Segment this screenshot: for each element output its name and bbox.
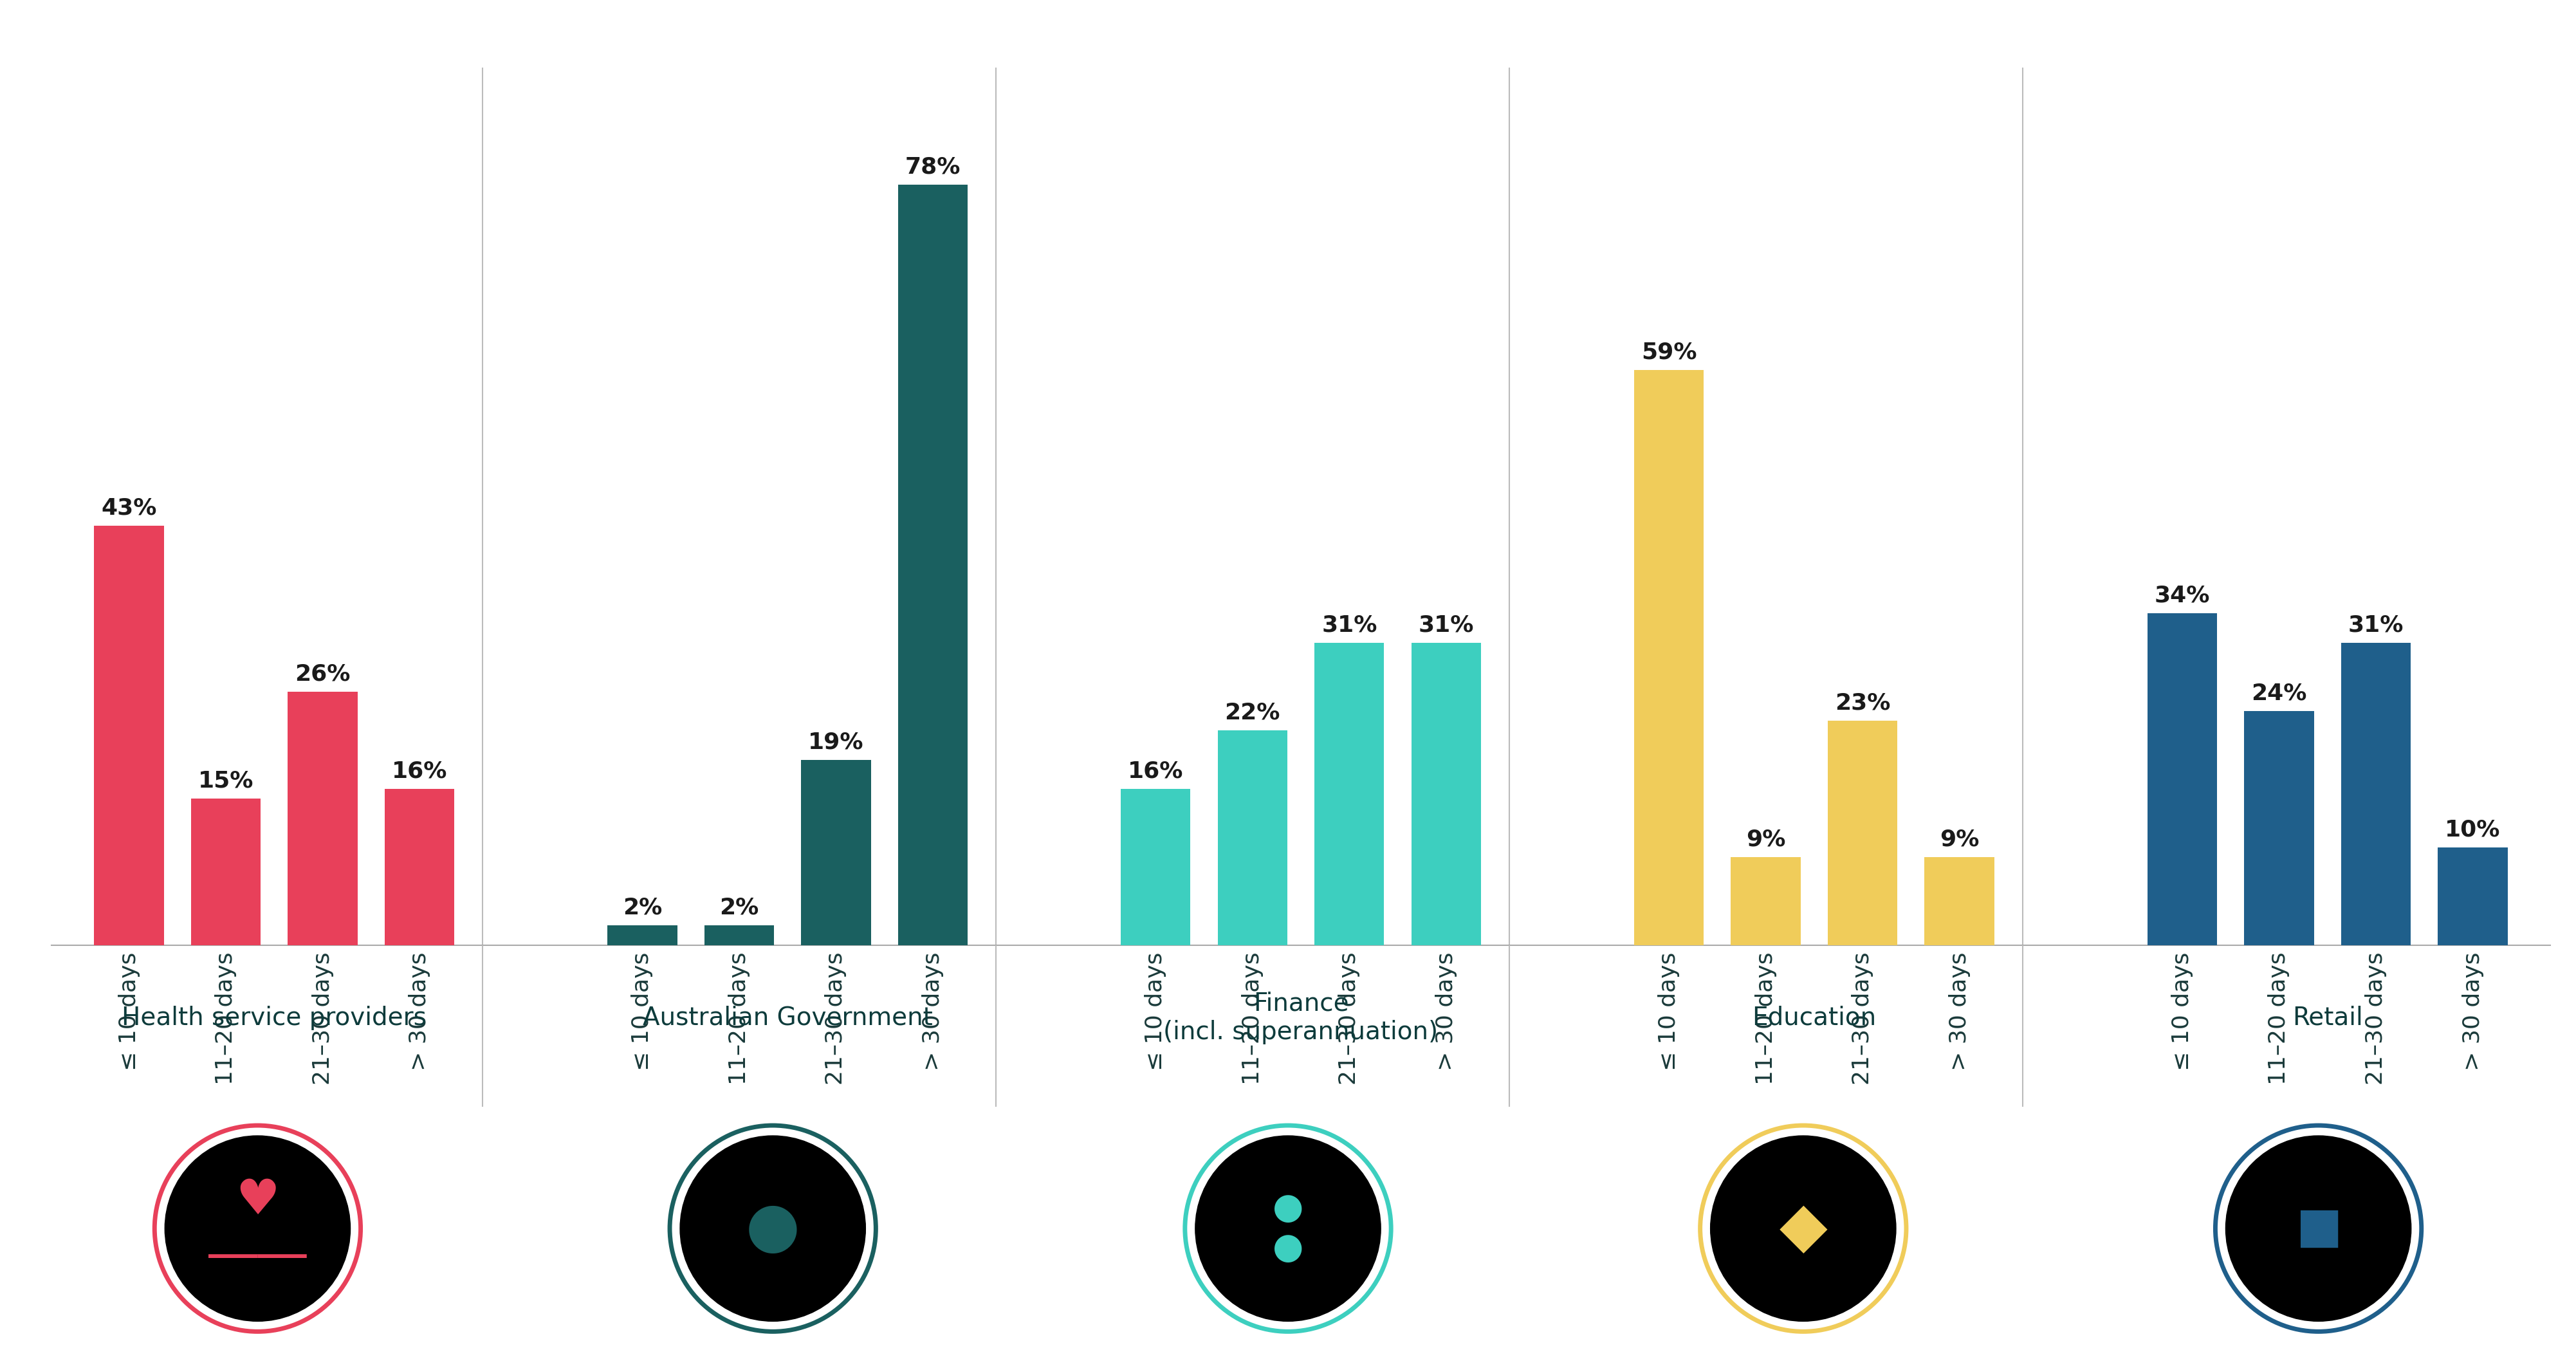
Text: 59%: 59% <box>1641 342 1698 363</box>
Text: Education: Education <box>1752 1006 1875 1030</box>
Bar <box>2342 643 2411 945</box>
Bar <box>1121 788 1190 945</box>
Bar <box>2244 711 2313 945</box>
Bar <box>1412 643 1481 945</box>
Bar <box>608 926 677 945</box>
Ellipse shape <box>165 1135 350 1322</box>
Bar <box>1924 857 1994 945</box>
Text: 24%: 24% <box>2251 682 2308 705</box>
Text: ◆: ◆ <box>1780 1199 1826 1258</box>
Bar <box>703 926 773 945</box>
Ellipse shape <box>2226 1135 2411 1322</box>
Text: Australian Government: Australian Government <box>641 1006 933 1030</box>
Bar <box>801 760 871 945</box>
Ellipse shape <box>680 1135 866 1322</box>
Text: 16%: 16% <box>1128 760 1182 782</box>
Text: 2%: 2% <box>623 896 662 919</box>
Text: 78%: 78% <box>904 155 961 178</box>
Text: 10%: 10% <box>2445 819 2501 841</box>
Bar <box>1314 643 1383 945</box>
Text: 9%: 9% <box>1747 829 1785 850</box>
Text: 19%: 19% <box>809 732 863 753</box>
Text: ●
●: ● ● <box>1273 1191 1303 1266</box>
Bar <box>289 691 358 945</box>
Bar <box>2148 613 2218 945</box>
Text: 16%: 16% <box>392 760 448 782</box>
Text: 43%: 43% <box>100 497 157 518</box>
Bar <box>1633 370 1703 945</box>
Bar <box>384 788 453 945</box>
Bar <box>95 525 165 945</box>
Text: Finance
(incl. superannuation): Finance (incl. superannuation) <box>1164 991 1437 1045</box>
Text: 15%: 15% <box>198 769 252 792</box>
Text: 31%: 31% <box>1419 614 1473 636</box>
Text: 22%: 22% <box>1224 702 1280 724</box>
Bar <box>1731 857 1801 945</box>
Text: ♥
――: ♥ ―― <box>209 1177 307 1280</box>
Bar <box>1218 730 1288 945</box>
Bar <box>191 799 260 945</box>
Ellipse shape <box>1710 1135 1896 1322</box>
Ellipse shape <box>1195 1135 1381 1322</box>
Text: 34%: 34% <box>2154 585 2210 606</box>
Bar <box>2437 848 2506 945</box>
Bar <box>899 185 969 945</box>
Text: 31%: 31% <box>1321 614 1378 636</box>
Text: 9%: 9% <box>1940 829 1978 850</box>
Bar <box>1829 721 1899 945</box>
Text: Retail: Retail <box>2293 1006 2362 1030</box>
Text: ■: ■ <box>2295 1204 2342 1253</box>
Text: 31%: 31% <box>2349 614 2403 636</box>
Text: 23%: 23% <box>1834 693 1891 714</box>
Text: 2%: 2% <box>719 896 760 919</box>
Text: Health service providers: Health service providers <box>121 1006 428 1030</box>
Text: 26%: 26% <box>294 663 350 684</box>
Text: ●: ● <box>744 1199 801 1258</box>
